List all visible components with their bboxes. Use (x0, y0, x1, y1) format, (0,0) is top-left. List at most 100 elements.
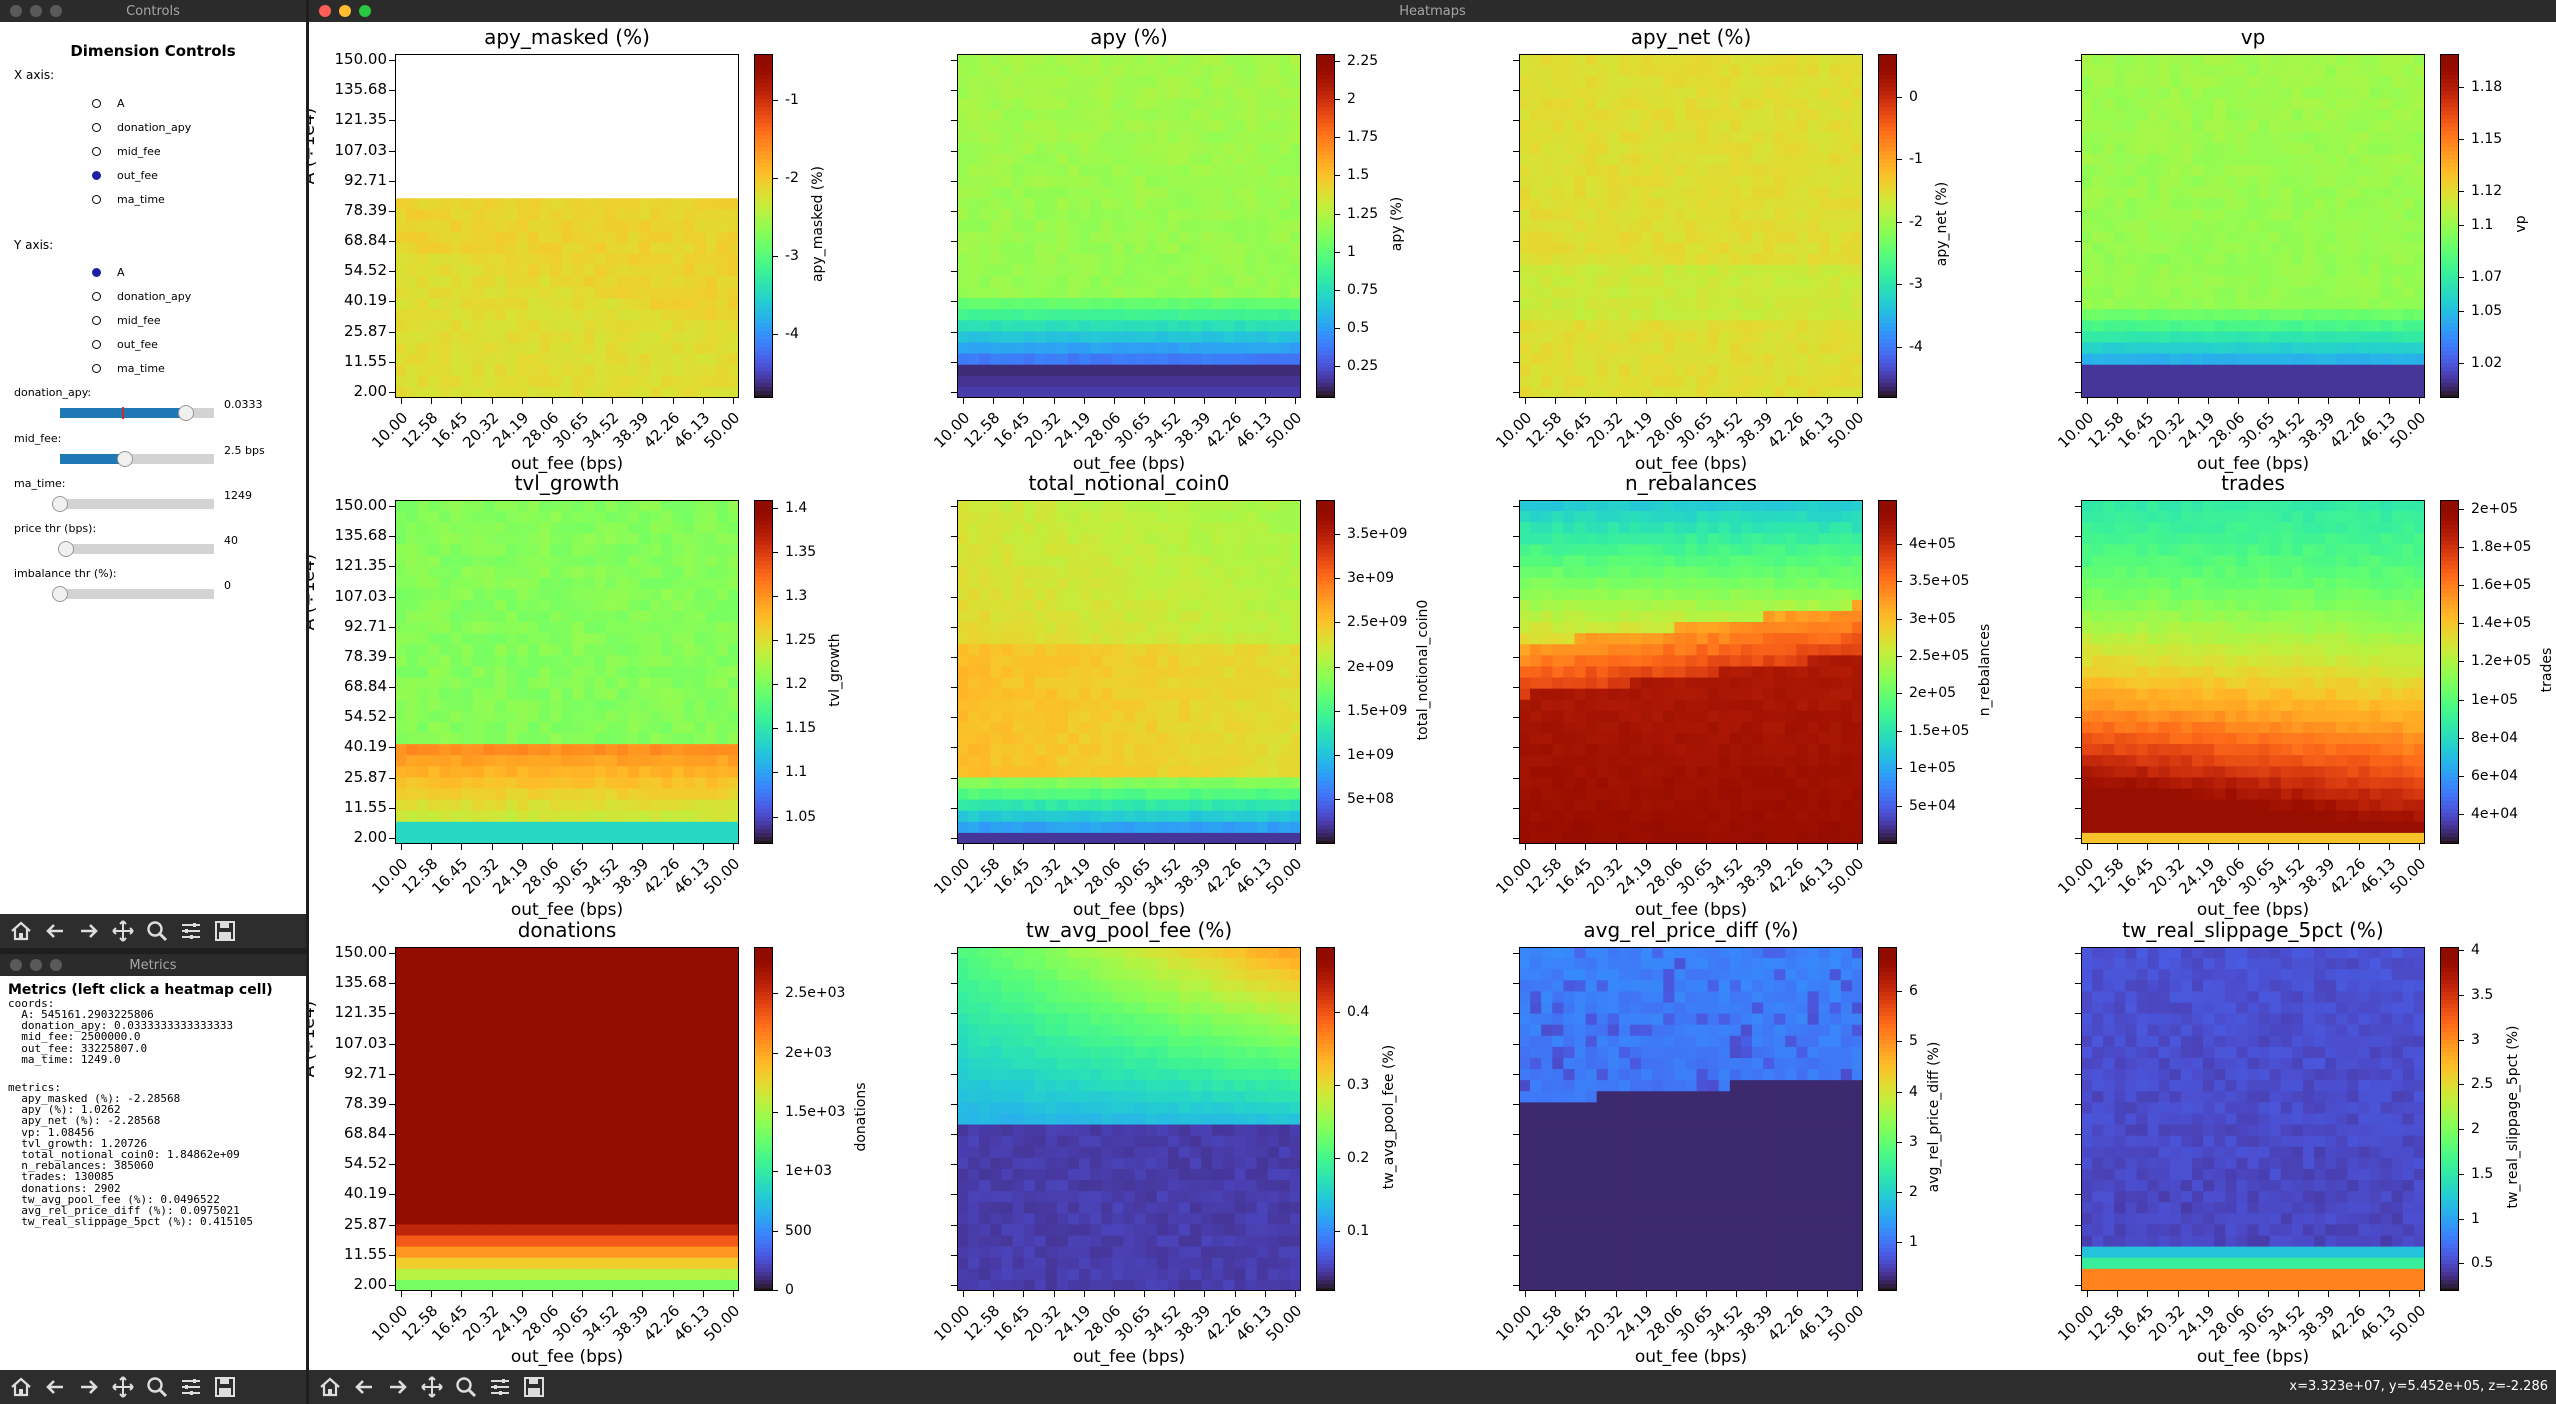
heatmap-cell[interactable] (2291, 342, 2304, 355)
heatmap-cell[interactable] (661, 386, 674, 398)
heatmap-cell[interactable] (1289, 209, 1301, 222)
heatmap-cell[interactable] (1718, 264, 1731, 277)
heatmap-cell[interactable] (2103, 153, 2115, 166)
heatmap-cell[interactable] (705, 555, 718, 568)
heatmap-cell[interactable] (1067, 54, 1080, 66)
heatmap-cell[interactable] (1156, 153, 1169, 166)
heatmap-cell[interactable] (2247, 253, 2260, 266)
heatmap-cell[interactable] (572, 309, 585, 321)
heatmap-cell[interactable] (1156, 331, 1169, 344)
heatmap-cell[interactable] (957, 209, 969, 222)
heatmap-cell[interactable] (1785, 320, 1798, 333)
heatmap-cell[interactable] (395, 688, 407, 701)
heatmap-cell[interactable] (1201, 298, 1213, 310)
heatmap-cell[interactable] (979, 120, 991, 133)
heatmap-cell[interactable] (1763, 164, 1775, 177)
heatmap-cell[interactable] (661, 287, 674, 299)
heatmap-cell[interactable] (1023, 176, 1036, 188)
heatmap-cell[interactable] (1178, 320, 1191, 333)
heatmap-cell[interactable] (539, 309, 551, 321)
heatmap-cell[interactable] (2147, 76, 2160, 88)
heatmap-cell[interactable] (395, 342, 407, 355)
heatmap-cell[interactable] (1829, 298, 1842, 310)
heatmap-cell[interactable] (1256, 187, 1269, 199)
heatmap-cell[interactable] (1201, 331, 1213, 344)
heatmap-cell[interactable] (1519, 120, 1531, 133)
heatmap-cell[interactable] (2314, 164, 2326, 177)
heatmap-cell[interactable] (1674, 98, 1687, 111)
heatmap-cell[interactable] (2269, 187, 2282, 199)
heatmap-cell[interactable] (2147, 142, 2160, 155)
heatmap-cell[interactable] (594, 275, 607, 288)
heatmap-cell[interactable] (1552, 164, 1564, 177)
heatmap-cell[interactable] (2191, 153, 2204, 166)
heatmap-cell[interactable] (472, 231, 485, 244)
heatmap-cell[interactable] (472, 287, 485, 299)
heatmap-cell[interactable] (2236, 287, 2249, 299)
heatmap-cell[interactable] (2225, 76, 2237, 88)
heatmap-cell[interactable] (1001, 287, 1014, 299)
heatmap-cell[interactable] (694, 298, 707, 310)
heatmap-cell[interactable] (1574, 176, 1587, 188)
heatmap-cell[interactable] (616, 599, 629, 612)
heatmap-cell[interactable] (594, 699, 607, 712)
heatmap-cell[interactable] (1752, 320, 1764, 333)
heatmap-cell[interactable] (472, 253, 485, 266)
heatmap-cell[interactable] (1079, 87, 1091, 99)
heatmap-cell[interactable] (650, 309, 662, 321)
heatmap-cell[interactable] (1596, 242, 1609, 255)
heatmap-cell[interactable] (1807, 298, 1820, 310)
heatmap-cell[interactable] (727, 253, 739, 266)
heatmap-cell[interactable] (1763, 298, 1775, 310)
heatmap-cell[interactable] (1223, 253, 1236, 266)
heatmap-cell[interactable] (1079, 54, 1091, 66)
heatmap-cell[interactable] (1056, 287, 1069, 299)
heatmap-cell[interactable] (1729, 231, 1742, 244)
heatmap-cell[interactable] (1245, 309, 1258, 321)
heatmap-cell[interactable] (1256, 287, 1269, 299)
heatmap-cell[interactable] (550, 788, 563, 801)
heatmap-cell[interactable] (1652, 275, 1664, 288)
heatmap-cell[interactable] (1123, 386, 1136, 398)
heatmap-cell[interactable] (583, 766, 596, 779)
heatmap-cell[interactable] (483, 331, 496, 344)
heatmap-cell[interactable] (2391, 231, 2404, 244)
heatmap-cell[interactable] (1256, 242, 1269, 255)
heatmap-cell[interactable] (1718, 287, 1731, 299)
heatmap-cell[interactable] (2358, 242, 2371, 255)
heatmap-cell[interactable] (2391, 242, 2404, 255)
heatmap-cell[interactable] (2136, 220, 2149, 233)
heatmap-cell[interactable] (583, 544, 596, 557)
heatmap-cell[interactable] (1851, 142, 1863, 155)
heatmap-cell[interactable] (2180, 220, 2193, 233)
heatmap-cell[interactable] (1001, 253, 1014, 266)
heatmap-cell[interactable] (406, 655, 418, 668)
heatmap-cell[interactable] (1641, 142, 1653, 155)
heatmap-cell[interactable] (1090, 131, 1102, 144)
pan-button[interactable] (106, 1372, 140, 1402)
heatmap-cell[interactable] (968, 65, 980, 77)
heatmap-cell[interactable] (2203, 342, 2215, 355)
heatmap-cell[interactable] (957, 231, 969, 244)
heatmap-cell[interactable] (1796, 231, 1809, 244)
heatmap-cell[interactable] (550, 599, 563, 612)
heatmap-cell[interactable] (2258, 375, 2271, 388)
heatmap-cell[interactable] (968, 142, 980, 155)
heatmap-cell[interactable] (406, 744, 418, 756)
heatmap-cell[interactable] (395, 677, 407, 690)
heatmap-cell[interactable] (2125, 109, 2138, 122)
heatmap-cell[interactable] (483, 209, 496, 222)
heatmap-cell[interactable] (2413, 187, 2425, 199)
heatmap-cell[interactable] (2191, 242, 2204, 255)
heatmap-cell[interactable] (2147, 164, 2160, 177)
heatmap-cell[interactable] (1101, 176, 1113, 188)
heatmap-cell[interactable] (1101, 375, 1113, 388)
heatmap-cell[interactable] (1785, 375, 1798, 388)
heatmap-cell[interactable] (1685, 142, 1698, 155)
heatmap-cell[interactable] (1045, 242, 1058, 255)
heatmap-cell[interactable] (1652, 242, 1664, 255)
heatmap-cell[interactable] (2203, 76, 2215, 88)
heatmap-cell[interactable] (605, 275, 618, 288)
heatmap-cell[interactable] (528, 744, 540, 756)
heatmap-cell[interactable] (605, 264, 618, 277)
